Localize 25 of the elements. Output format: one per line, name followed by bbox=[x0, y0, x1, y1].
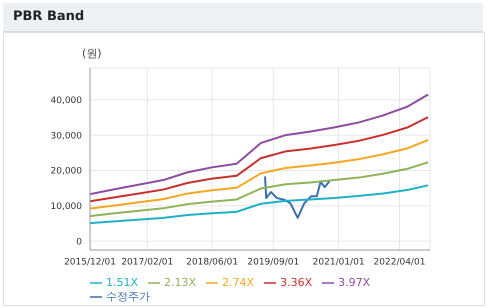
line-series bbox=[264, 175, 331, 219]
legend-label: 2.74X bbox=[222, 276, 254, 289]
y-tick-label: 0 bbox=[76, 237, 82, 248]
x-tick-label: 2015/12/01 bbox=[64, 257, 116, 268]
x-tick-label: 2022/04/01 bbox=[374, 257, 426, 268]
line-series bbox=[90, 94, 430, 196]
line-series bbox=[90, 116, 430, 202]
x-tick-label: 2017/02/01 bbox=[121, 257, 174, 268]
x-tick-label: 2021/01/01 bbox=[312, 257, 365, 268]
chart-title: PBR Band bbox=[13, 9, 84, 24]
y-tick-label: 10,000 bbox=[50, 202, 82, 212]
legend-label: 3.97X bbox=[338, 276, 370, 289]
line-series bbox=[90, 184, 430, 224]
line-series bbox=[90, 161, 430, 218]
legend-label: 2.13X bbox=[164, 276, 196, 289]
line-series bbox=[90, 139, 430, 210]
y-tick-label: 40,000 bbox=[50, 96, 82, 106]
y-axis-title: (원) bbox=[82, 46, 102, 61]
legend-label: 수정주가 bbox=[106, 290, 150, 303]
y-tick-label: 20,000 bbox=[50, 166, 82, 177]
legend-label: 1.51X bbox=[106, 276, 138, 289]
x-tick-label: 2018/06/01 bbox=[186, 257, 238, 268]
x-tick-label: 2019/09/01 bbox=[247, 257, 300, 268]
legend-label: 3.36X bbox=[280, 276, 312, 289]
y-tick-label: 30,000 bbox=[50, 131, 82, 142]
